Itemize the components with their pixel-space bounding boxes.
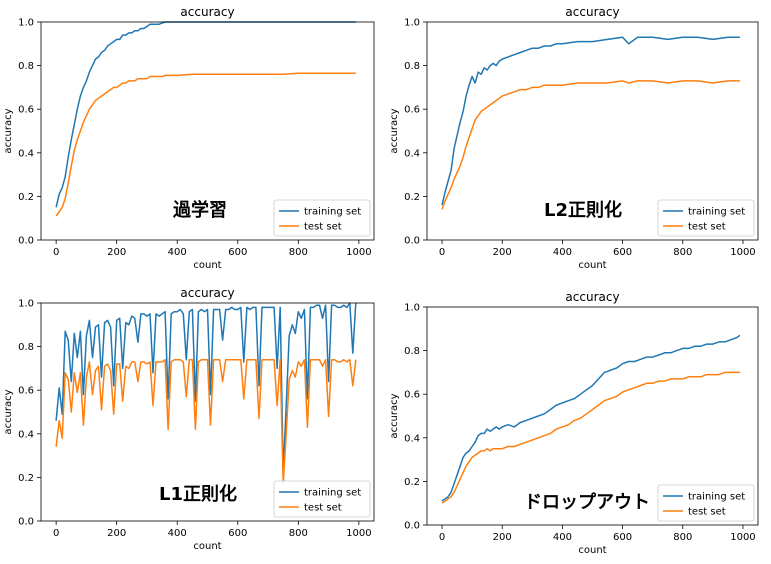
x-tick-label: 200 bbox=[493, 532, 512, 543]
legend-label-test: test set bbox=[688, 222, 726, 233]
y-tick-label: 0.8 bbox=[18, 342, 34, 353]
series-line-training bbox=[55, 21, 356, 208]
y-tick-label: 0.4 bbox=[404, 148, 420, 159]
x-tick-label: 600 bbox=[228, 247, 247, 258]
x-tick-label: 0 bbox=[439, 532, 445, 543]
y-tick-label: 1.0 bbox=[18, 18, 34, 29]
y-tick-label: 0.8 bbox=[18, 61, 34, 72]
chart-panel-1: accuracy 0 200 400 600 800 1000 0.0 0.2 0.4 0.6 0.8… bbox=[3, 5, 375, 271]
legend-box bbox=[657, 199, 755, 237]
chart-panel-3: accuracy 0 200 400 600 800 1000 0.0 0.2 0.4 0.6 0.8… bbox=[3, 286, 375, 552]
x-tick-label: 800 bbox=[673, 247, 692, 258]
panel-annotation: L2正則化 bbox=[544, 199, 622, 221]
legend-label-test: test set bbox=[304, 222, 342, 233]
x-tick-label: 600 bbox=[613, 247, 632, 258]
x-axis-label: count bbox=[578, 545, 606, 556]
legend-label-training: training set bbox=[688, 207, 745, 218]
x-tick-label: 400 bbox=[168, 247, 187, 258]
x-tick-label: 0 bbox=[53, 247, 59, 258]
y-tick-label: 0.0 bbox=[404, 236, 420, 247]
chart-title: accuracy bbox=[180, 5, 234, 19]
legend-box bbox=[657, 484, 755, 522]
legend-label-test: test set bbox=[304, 503, 342, 514]
legend: training set test set bbox=[273, 480, 371, 518]
series-line-training bbox=[441, 334, 741, 502]
y-tick-label: 0.4 bbox=[18, 429, 34, 440]
x-tick-label: 600 bbox=[228, 528, 247, 539]
x-tick-label: 600 bbox=[613, 532, 632, 543]
x-tick-label: 200 bbox=[107, 247, 126, 258]
x-axis-label: count bbox=[578, 260, 606, 271]
x-tick-label: 1000 bbox=[346, 247, 371, 258]
legend-label-test: test set bbox=[688, 507, 726, 518]
x-tick-label: 400 bbox=[553, 532, 572, 543]
x-tick-label: 1000 bbox=[346, 528, 371, 539]
chart-panel-2: accuracy 0 200 400 600 800 1000 0.0 0.2 0.4 0.6 0.8… bbox=[389, 5, 759, 271]
x-tick-label: 0 bbox=[439, 247, 445, 258]
y-axis-label: accuracy bbox=[389, 393, 400, 438]
y-tick-label: 0.8 bbox=[404, 346, 420, 357]
x-tick-label: 800 bbox=[673, 532, 692, 543]
plot-frame bbox=[426, 306, 759, 526]
legend: training set test set bbox=[657, 484, 755, 522]
series-line-training bbox=[55, 302, 357, 474]
series-line-test bbox=[55, 358, 357, 485]
y-axis-label: accuracy bbox=[389, 108, 400, 153]
series-line-test bbox=[55, 72, 356, 217]
y-tick-label: 0.6 bbox=[404, 105, 420, 116]
chart-panel-4: accuracy 0 200 400 600 800 1000 0.0 0.2 0.4 0.6 0.8… bbox=[389, 290, 759, 556]
x-tick-label: 200 bbox=[493, 247, 512, 258]
y-axis-label: accuracy bbox=[3, 389, 14, 434]
plot-frame bbox=[40, 21, 375, 241]
y-tick-label: 1.0 bbox=[18, 299, 34, 310]
x-tick-label: 400 bbox=[553, 247, 572, 258]
y-tick-label: 0.6 bbox=[404, 390, 420, 401]
x-axis-label: count bbox=[193, 541, 221, 552]
legend-box bbox=[273, 480, 371, 518]
y-tick-label: 0.6 bbox=[18, 386, 34, 397]
y-tick-label: 1.0 bbox=[404, 18, 420, 29]
y-axis-label: accuracy bbox=[3, 108, 14, 153]
x-axis-label: count bbox=[193, 260, 221, 271]
y-tick-label: 0.4 bbox=[404, 433, 420, 444]
panel-annotation: 過学習 bbox=[173, 199, 227, 221]
legend: training set test set bbox=[273, 199, 371, 237]
legend-box bbox=[273, 199, 371, 237]
y-tick-label: 0.0 bbox=[404, 521, 420, 532]
legend-label-training: training set bbox=[688, 492, 745, 503]
x-tick-label: 1000 bbox=[730, 247, 755, 258]
legend-label-training: training set bbox=[304, 488, 361, 499]
chart-title: accuracy bbox=[565, 290, 619, 304]
legend: training set test set bbox=[657, 199, 755, 237]
y-tick-label: 0.8 bbox=[404, 61, 420, 72]
plot-frame bbox=[40, 302, 375, 522]
y-tick-label: 0.0 bbox=[18, 517, 34, 528]
y-tick-label: 0.4 bbox=[18, 148, 34, 159]
y-tick-label: 0.2 bbox=[18, 192, 34, 203]
y-tick-label: 0.2 bbox=[404, 477, 420, 488]
panel-annotation: L1正則化 bbox=[159, 483, 237, 505]
y-tick-label: 0.2 bbox=[404, 192, 420, 203]
x-tick-label: 1000 bbox=[730, 532, 755, 543]
x-tick-label: 400 bbox=[168, 528, 187, 539]
y-tick-label: 0.0 bbox=[18, 236, 34, 247]
y-tick-label: 0.2 bbox=[18, 473, 34, 484]
y-tick-label: 0.6 bbox=[18, 105, 34, 116]
x-tick-label: 800 bbox=[289, 247, 308, 258]
series-line-training bbox=[441, 36, 740, 206]
chart-title: accuracy bbox=[180, 286, 234, 300]
y-tick-label: 1.0 bbox=[404, 303, 420, 314]
plot-frame bbox=[426, 21, 759, 241]
x-tick-label: 200 bbox=[107, 528, 126, 539]
x-tick-label: 0 bbox=[53, 528, 59, 539]
series-line-test bbox=[441, 371, 740, 504]
legend-label-training: training set bbox=[304, 207, 361, 218]
panel-annotation: ドロップアウト bbox=[524, 491, 650, 513]
x-tick-label: 800 bbox=[289, 528, 308, 539]
chart-title: accuracy bbox=[565, 5, 619, 19]
series-line-test bbox=[441, 80, 740, 210]
